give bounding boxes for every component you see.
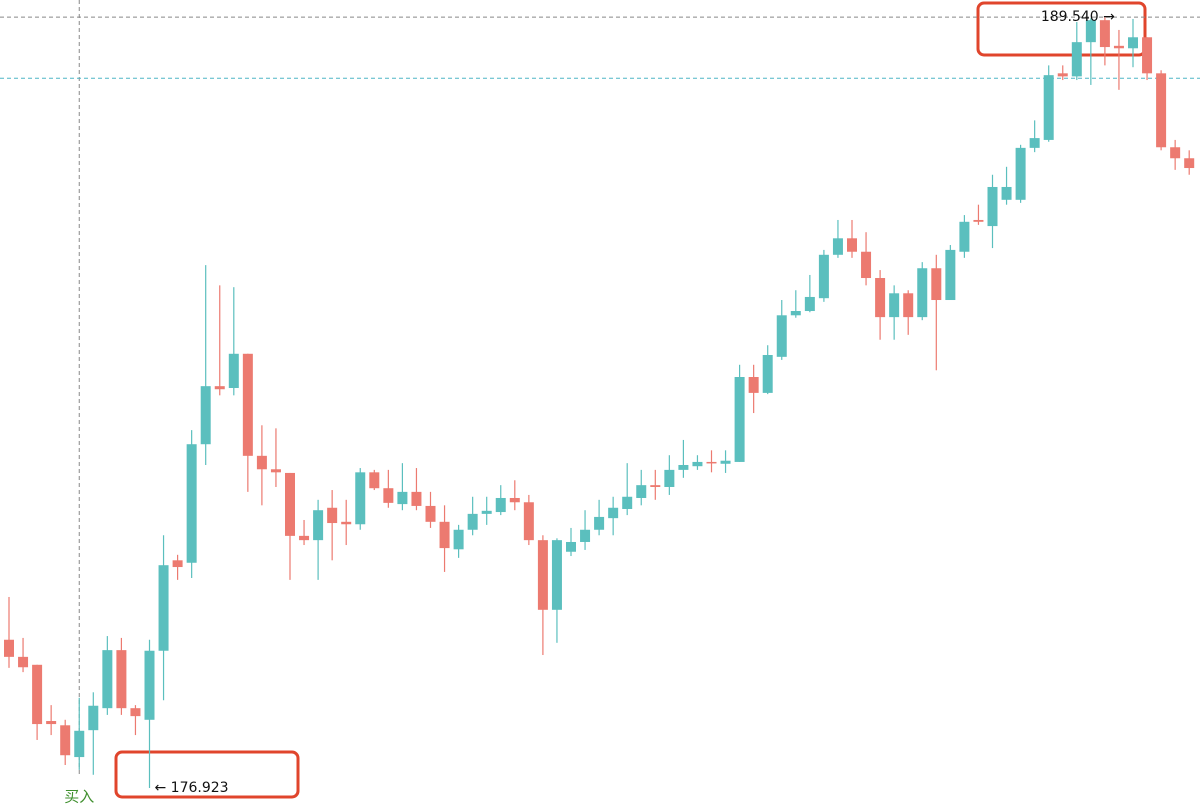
candle-body: [144, 650, 155, 720]
candle-body: [608, 507, 619, 519]
candle-body: [327, 507, 338, 524]
candle-body: [566, 541, 576, 552]
candle-body: [762, 355, 773, 393]
candle-body: [523, 502, 534, 541]
candle-body: [734, 377, 745, 462]
candle-body: [875, 278, 886, 318]
candle-body: [74, 730, 85, 758]
candle-body: [383, 488, 394, 503]
candle-body: [116, 650, 127, 709]
candle-body: [692, 461, 703, 467]
candle-body: [580, 529, 591, 542]
highlight-box: [976, 1, 1147, 57]
candle-body: [1001, 186, 1012, 200]
candle-body: [832, 238, 843, 255]
candle-body: [355, 472, 366, 525]
candle-body: [1043, 75, 1054, 140]
candle-body: [425, 505, 436, 522]
candle-body: [1015, 147, 1026, 200]
candle-body: [1085, 20, 1096, 43]
candle-body: [551, 540, 562, 610]
candle-body: [509, 497, 520, 503]
candle-body: [973, 219, 984, 222]
candle-body: [1057, 73, 1068, 77]
candle-body: [790, 311, 801, 316]
candle-body: [495, 497, 506, 513]
candle-body: [1029, 138, 1040, 148]
candle-body: [818, 254, 829, 299]
candle-body: [102, 650, 113, 709]
candle-body: [186, 444, 197, 563]
candle-body: [622, 496, 633, 509]
candle-body: [931, 268, 942, 301]
candle-body: [537, 540, 548, 610]
candle-body: [158, 565, 169, 651]
candle-body: [369, 472, 380, 489]
candle-body: [804, 296, 815, 312]
candle-body: [313, 510, 324, 541]
candle-body: [228, 353, 239, 389]
candle-body: [1128, 37, 1138, 49]
candle-body: [411, 491, 422, 506]
candle-body: [706, 461, 717, 464]
high-label: 189.540 →: [1041, 9, 1115, 25]
candle-body: [1071, 42, 1082, 77]
candle-body: [200, 386, 211, 445]
candle-body: [467, 513, 478, 530]
candle-body: [987, 186, 998, 227]
candle-body: [172, 560, 183, 568]
candle-body: [594, 516, 605, 530]
candle-body: [1099, 20, 1110, 48]
candle-body: [242, 353, 253, 456]
candle-body: [776, 315, 787, 357]
candle-body: [18, 656, 29, 668]
candle-body: [32, 664, 43, 725]
candle-body: [678, 464, 689, 470]
buy-label: 买入: [64, 788, 94, 806]
candle-body: [847, 238, 857, 252]
candle-body: [650, 485, 661, 487]
candle-body: [636, 485, 647, 498]
candle-body: [917, 268, 928, 318]
candle-body: [439, 521, 450, 549]
candle-body: [1184, 158, 1195, 169]
highlight-box: [114, 750, 300, 799]
candle-body: [861, 251, 872, 279]
candle-body: [4, 639, 14, 657]
candle-body: [256, 455, 267, 470]
candle-body: [453, 529, 464, 550]
candle-body: [748, 377, 759, 393]
candle-body: [46, 721, 57, 725]
candle-body: [1142, 37, 1153, 74]
candle-body: [959, 221, 970, 252]
candle-body: [1156, 73, 1167, 148]
candle-body: [60, 725, 71, 756]
candle-body: [664, 469, 675, 487]
candle-body: [397, 491, 408, 505]
candle-body: [903, 293, 914, 318]
candle-body: [88, 705, 99, 731]
candle-body: [720, 460, 731, 464]
low-label: ← 176.923: [155, 780, 229, 796]
candle-body: [341, 521, 352, 525]
candle-body: [1170, 147, 1181, 159]
candle-body: [299, 535, 310, 541]
candle-body: [214, 386, 225, 390]
candle-body: [945, 249, 956, 301]
candle-body: [889, 293, 900, 318]
candle-body: [1113, 45, 1124, 49]
candle-body: [270, 469, 281, 473]
candle-body: [481, 510, 492, 514]
candle-body: [130, 708, 141, 717]
candle-body: [285, 472, 295, 536]
